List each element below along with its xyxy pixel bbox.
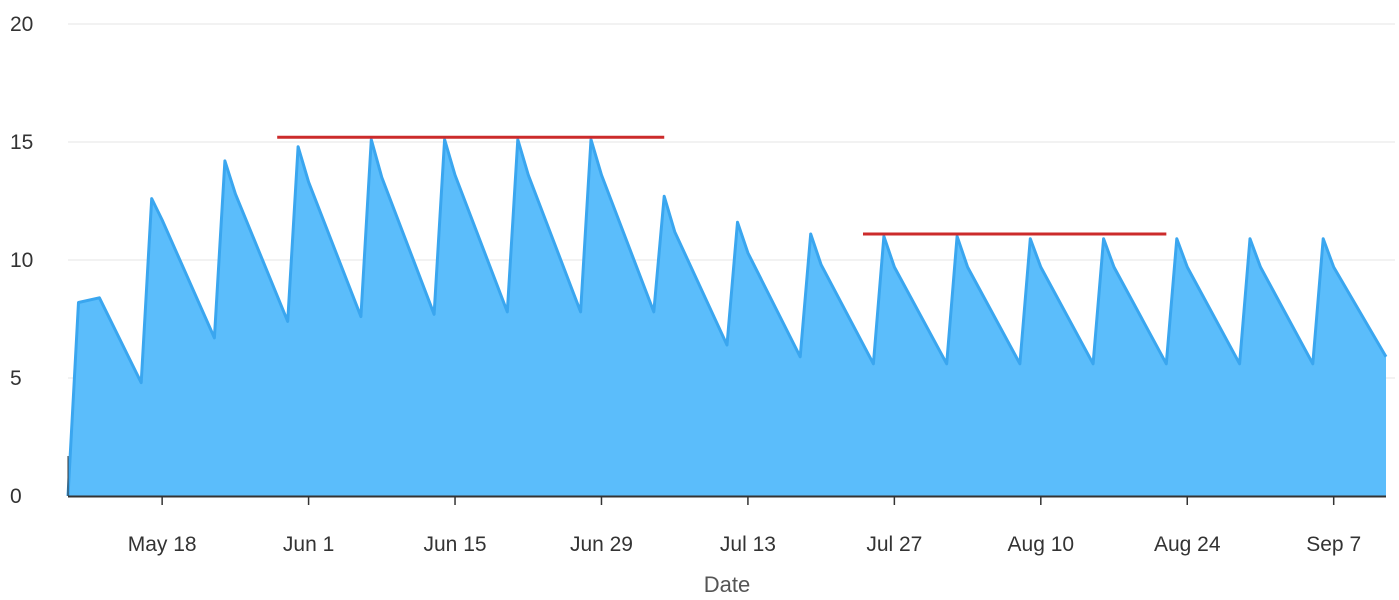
x-tick-label: Aug 10 xyxy=(1008,533,1075,556)
series-area xyxy=(68,139,1386,496)
y-tick-label: 0 xyxy=(10,485,22,508)
y-tick-label: 15 xyxy=(10,131,33,154)
reference-lines xyxy=(277,135,1167,236)
axes xyxy=(67,456,1386,498)
y-tick-label: 20 xyxy=(10,13,33,36)
x-tick-label: Jun 15 xyxy=(424,533,487,556)
y-tick-label: 10 xyxy=(10,249,33,272)
x-tick-label: Jun 1 xyxy=(283,533,334,556)
x-tick-label: May 18 xyxy=(128,533,197,556)
x-axis-title: Date xyxy=(704,572,750,597)
x-axis-ticks: May 18 Jun 1 Jun 15 Jun 29 Jul 13 Jul 27 Aug 1… xyxy=(128,496,1361,556)
x-tick-label: Sep 7 xyxy=(1306,533,1361,556)
x-tick-label: Jun 29 xyxy=(570,533,633,556)
series-line xyxy=(66,138,1388,497)
y-axis-ticks: 0 5 10 15 20 xyxy=(10,13,33,508)
x-tick-label: Aug 24 xyxy=(1154,533,1221,556)
x-tick-label: Jul 13 xyxy=(720,533,776,556)
y-tick-label: 5 xyxy=(10,367,22,390)
x-tick-label: Jul 27 xyxy=(866,533,922,556)
plot-area xyxy=(66,138,1388,497)
